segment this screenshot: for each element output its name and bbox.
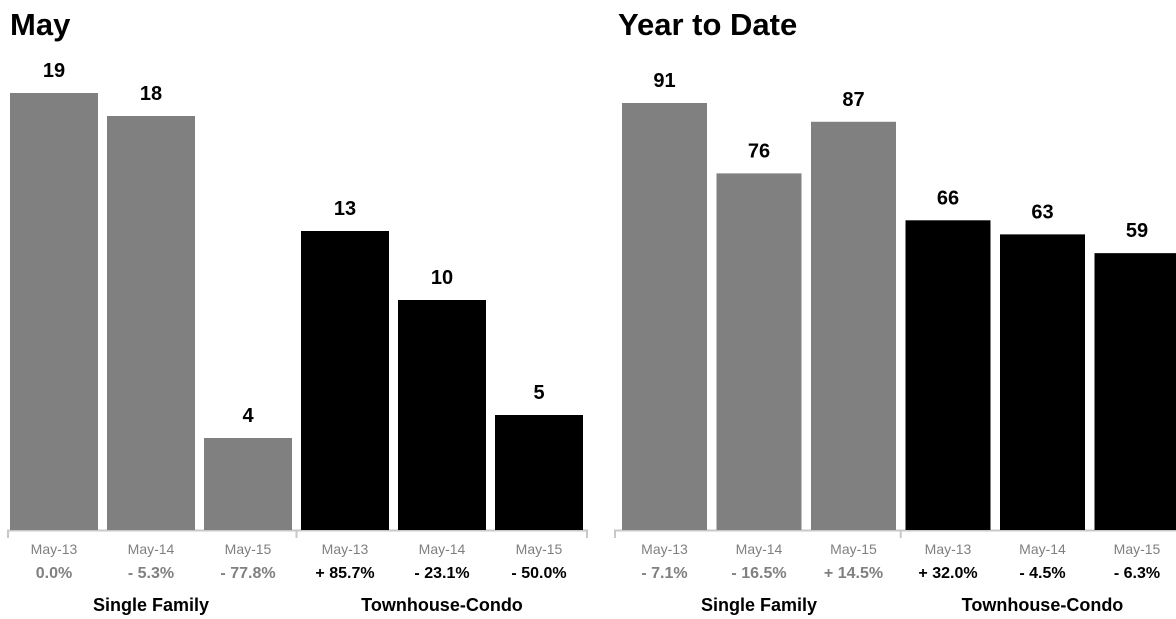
x-tick-label: May-15 [225, 541, 272, 557]
bar [107, 116, 195, 530]
group-label: Townhouse-Condo [962, 595, 1124, 615]
chart-title: May [10, 7, 71, 42]
bar [811, 121, 896, 531]
percent-change-label: - 7.1% [641, 565, 687, 582]
x-tick-label: May-13 [925, 541, 972, 557]
bar [1094, 253, 1176, 530]
bar-value-label: 10 [431, 267, 453, 289]
percent-change-label: - 23.1% [414, 565, 469, 582]
percent-change-label: 0.0% [36, 565, 72, 582]
group-label: Townhouse-Condo [361, 595, 523, 615]
bar [1000, 234, 1085, 530]
percent-change-label: + 14.5% [824, 565, 883, 582]
x-tick-label: May-13 [641, 541, 688, 557]
percent-change-label: - 6.3% [1114, 565, 1160, 582]
chart-title: Year to Date [618, 7, 797, 42]
percent-change-label: + 32.0% [918, 565, 977, 582]
bar [716, 173, 802, 530]
x-tick-label: May-13 [322, 541, 369, 557]
bar-value-label: 18 [140, 83, 162, 105]
bar-value-label: 66 [937, 187, 959, 209]
x-tick-label: May-14 [736, 541, 783, 557]
bar-value-label: 13 [334, 198, 356, 220]
bar-value-label: 76 [748, 140, 770, 162]
x-tick-label: May-14 [419, 541, 466, 557]
bar [495, 415, 583, 530]
bar [301, 231, 389, 530]
bar [398, 300, 486, 530]
x-tick-label: May-14 [128, 541, 175, 557]
bar-value-label: 19 [43, 60, 65, 82]
bar [622, 103, 707, 530]
x-tick-label: May-14 [1019, 541, 1066, 557]
bar-value-label: 87 [842, 89, 864, 111]
bar [10, 93, 98, 530]
percent-change-label: - 5.3% [128, 565, 174, 582]
chart-panel-1: May 19 May-13 0.0% 18 May-14 - 5.3% 4 May-15 - 77… [7, 7, 588, 615]
bar [905, 220, 991, 531]
x-tick-label: May-15 [1114, 541, 1161, 557]
percent-change-label: - 16.5% [731, 565, 786, 582]
x-tick-label: May-13 [31, 541, 78, 557]
bar-value-label: 4 [242, 405, 254, 427]
chart-panel-2: Year to Date 91 May-13 - 7.1% 76 May-14 - 16.5… [614, 7, 1176, 615]
percent-change-label: + 85.7% [315, 565, 374, 582]
x-tick-label: May-15 [830, 541, 877, 557]
bar-value-label: 91 [653, 70, 675, 92]
group-label: Single Family [701, 595, 817, 615]
bar [204, 438, 292, 530]
percent-change-label: - 4.5% [1019, 565, 1065, 582]
group-label: Single Family [93, 595, 209, 615]
percent-change-label: - 50.0% [511, 565, 566, 582]
bar-value-label: 59 [1126, 220, 1148, 242]
x-tick-label: May-15 [516, 541, 563, 557]
bar-value-label: 5 [533, 382, 544, 404]
percent-change-label: - 77.8% [220, 565, 275, 582]
bar-value-label: 63 [1031, 201, 1053, 223]
